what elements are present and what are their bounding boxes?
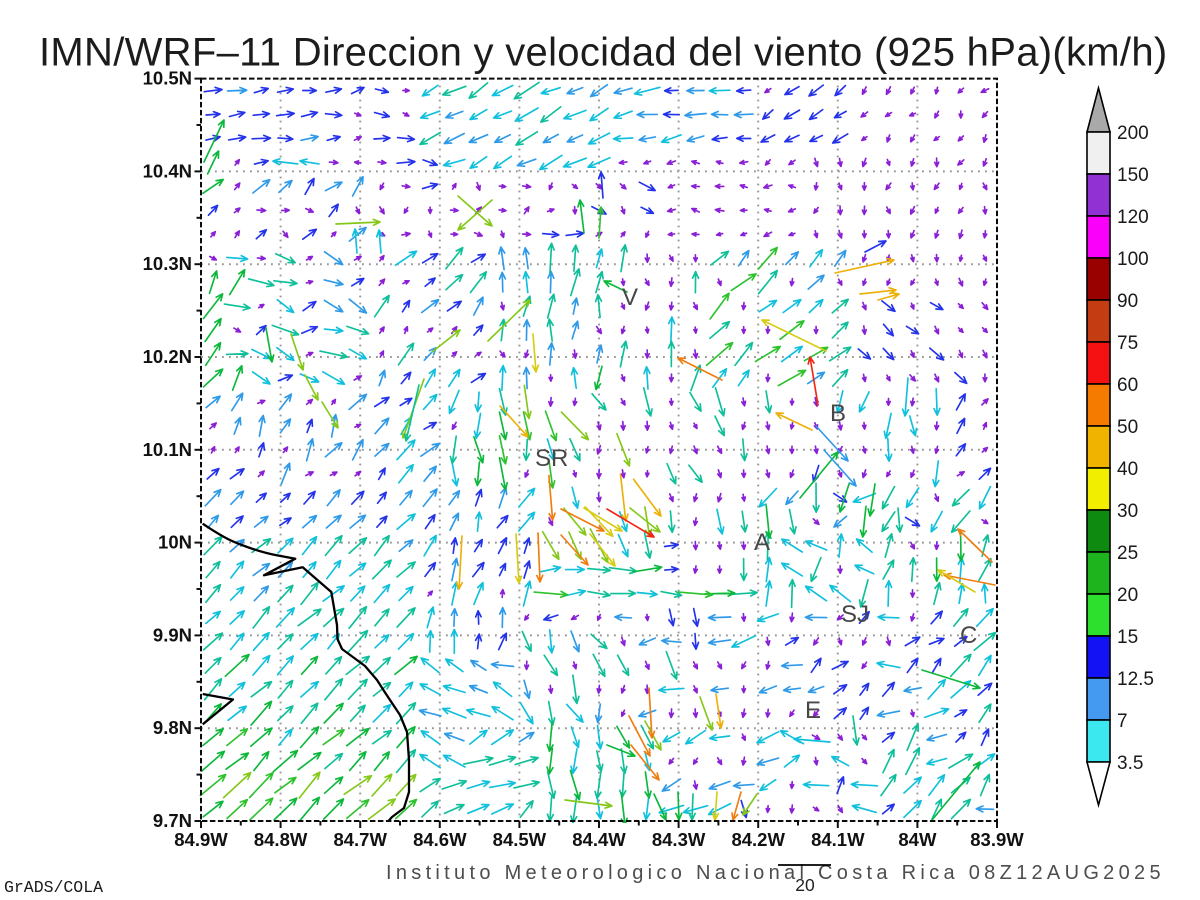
svg-text:120: 120 [1117,207,1149,228]
svg-text:10.5N: 10.5N [143,68,192,89]
svg-text:20: 20 [795,875,815,895]
svg-text:84.7W: 84.7W [333,829,387,850]
svg-text:83.9W: 83.9W [970,829,1024,850]
svg-text:84.4W: 84.4W [572,829,626,850]
svg-text:9.9N: 9.9N [153,624,192,645]
svg-text:9.7N: 9.7N [153,810,192,831]
svg-text:10.2N: 10.2N [143,346,192,367]
svg-text:V: V [622,284,638,311]
svg-text:30: 30 [1117,501,1138,522]
svg-text:84.1W: 84.1W [811,829,865,850]
svg-text:12.5: 12.5 [1117,669,1154,690]
svg-text:100: 100 [1117,249,1149,270]
svg-text:10.4N: 10.4N [143,160,192,181]
svg-text:10.3N: 10.3N [143,253,192,274]
svg-text:150: 150 [1117,165,1149,186]
svg-text:IMN/WRF–11 Direccion y velocid: IMN/WRF–11 Direccion y velocidad del vie… [39,31,1167,75]
svg-text:10N: 10N [158,532,192,553]
svg-text:25: 25 [1117,543,1138,564]
svg-text:7: 7 [1117,711,1128,732]
svg-text:A: A [754,529,770,556]
svg-text:15: 15 [1117,627,1138,648]
svg-text:E: E [805,697,821,724]
svg-text:20: 20 [1117,585,1138,606]
svg-text:SR: SR [535,445,568,472]
svg-text:200: 200 [1117,123,1149,144]
svg-text:60: 60 [1117,375,1138,396]
svg-text:GrADS/COLA: GrADS/COLA [4,878,103,897]
svg-text:84.8W: 84.8W [254,829,308,850]
svg-text:40: 40 [1117,459,1138,480]
svg-text:SJ: SJ [841,601,869,628]
svg-text:84.6W: 84.6W [413,829,467,850]
svg-text:3.5: 3.5 [1117,753,1143,774]
svg-text:84.2W: 84.2W [731,829,785,850]
svg-text:C: C [960,622,977,649]
svg-text:84.9W: 84.9W [174,829,228,850]
svg-text:50: 50 [1117,417,1138,438]
svg-text:B: B [830,400,846,427]
svg-text:75: 75 [1117,333,1138,354]
svg-text:Instituto Meteorologico Nacion: Instituto Meteorologico Nacional Costa R… [386,862,1165,884]
svg-text:90: 90 [1117,291,1138,312]
svg-text:84.3W: 84.3W [652,829,706,850]
svg-text:10.1N: 10.1N [143,439,192,460]
svg-text:9.8N: 9.8N [153,717,192,738]
svg-text:84W: 84W [898,829,937,850]
svg-text:84.5W: 84.5W [493,829,547,850]
